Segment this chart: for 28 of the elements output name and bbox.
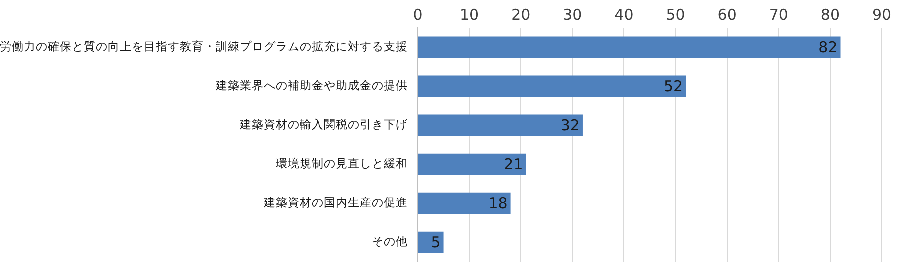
y-tick-label: 建築業界への補助金や助成金の提供 [215,78,408,93]
bar [418,154,526,176]
bar [418,232,444,254]
data-label: 82 [818,38,838,56]
y-tick-label: 環境規制の見直しと緩和 [276,156,408,171]
data-label: 5 [431,233,441,252]
x-tick-label: 90 [872,6,892,24]
data-label: 18 [488,194,508,212]
x-tick-label: 10 [460,6,480,24]
x-tick-label: 0 [413,6,423,24]
x-tick-label: 80 [820,6,840,24]
x-tick-label: 70 [769,6,788,24]
y-tick-label: その他 [372,234,408,249]
x-tick-label: 30 [563,6,582,24]
x-tick-label: 20 [512,6,531,24]
y-tick-label: 建築資材の国内生産の促進 [263,196,408,210]
x-tick-label: 60 [718,6,737,24]
data-label: 21 [504,155,524,174]
x-tick-label: 40 [614,6,634,24]
y-tick-label: 建築資材の輸入関税の引き下げ [239,118,409,132]
data-label: 32 [560,116,580,134]
bar [418,36,841,58]
bar [418,76,686,98]
y-tick-label: 労働力の確保と質の向上を目指す教育・訓練プログラムの拡充に対する支援 [0,39,408,54]
bar [418,114,583,136]
data-label: 52 [664,77,684,96]
bar [418,192,511,214]
x-tick-label: 50 [666,6,686,24]
